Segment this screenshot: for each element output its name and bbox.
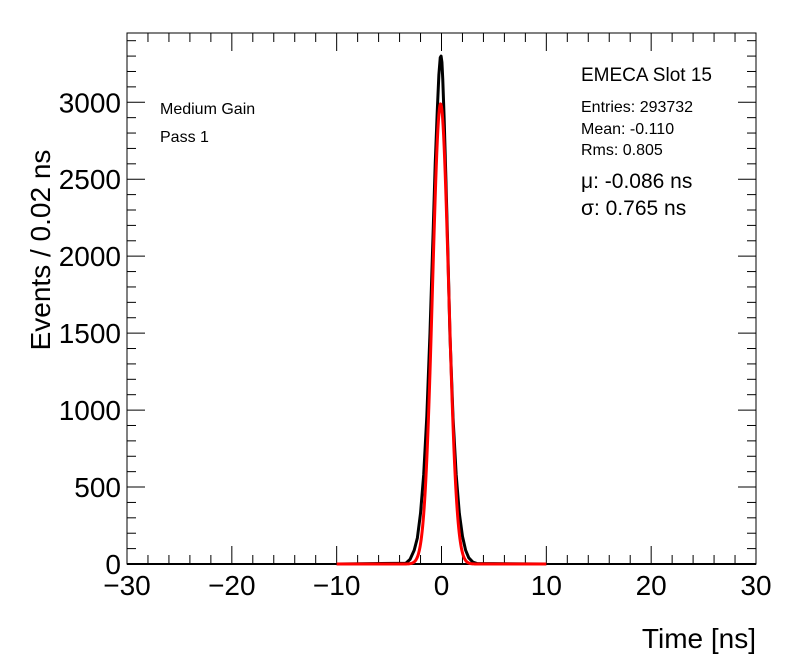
x-tick-label: 10 xyxy=(531,570,562,601)
slot-label: EMECA Slot 15 xyxy=(581,65,712,86)
y-tick-label: 2000 xyxy=(59,241,121,272)
x-axis-ticks xyxy=(126,33,757,564)
x-tick-label: 0 xyxy=(434,570,450,601)
y-axis-label: Events / 0.02 ns xyxy=(25,150,56,351)
y-tick-label: 1500 xyxy=(59,318,121,349)
histogram-series xyxy=(336,54,547,566)
y-tick-label: 0 xyxy=(105,549,121,580)
gaussian-fit-series xyxy=(335,102,548,566)
sigma-label: σ: 0.765 ns xyxy=(581,197,686,220)
series-layer xyxy=(127,54,756,566)
y-axis-tick-labels: 0 500 1000 1500 2000 2500 3000 xyxy=(59,87,121,580)
entries-label: Entries: 293732 xyxy=(581,99,693,116)
x-tick-label: −10 xyxy=(313,570,361,601)
gain-label: Medium Gain xyxy=(160,101,255,118)
y-tick-label: 500 xyxy=(74,472,121,503)
y-axis-ticks xyxy=(127,40,756,565)
x-axis-label: Time [ns] xyxy=(642,623,756,654)
mu-label: μ: -0.086 ns xyxy=(581,170,692,193)
y-tick-label: 1000 xyxy=(59,395,121,426)
x-tick-label: 30 xyxy=(740,570,771,601)
y-tick-label: 2500 xyxy=(59,164,121,195)
pass-label: Pass 1 xyxy=(160,129,209,146)
x-tick-label: 20 xyxy=(636,570,667,601)
y-tick-label: 3000 xyxy=(59,87,121,118)
rms-label: Rms: 0.805 xyxy=(581,142,663,159)
x-tick-label: −20 xyxy=(208,570,256,601)
mean-label: Mean: -0.110 xyxy=(581,121,674,138)
x-tick-label: −30 xyxy=(103,570,151,601)
x-axis-tick-labels: −30 −20 −10 0 10 20 30 xyxy=(103,570,771,601)
